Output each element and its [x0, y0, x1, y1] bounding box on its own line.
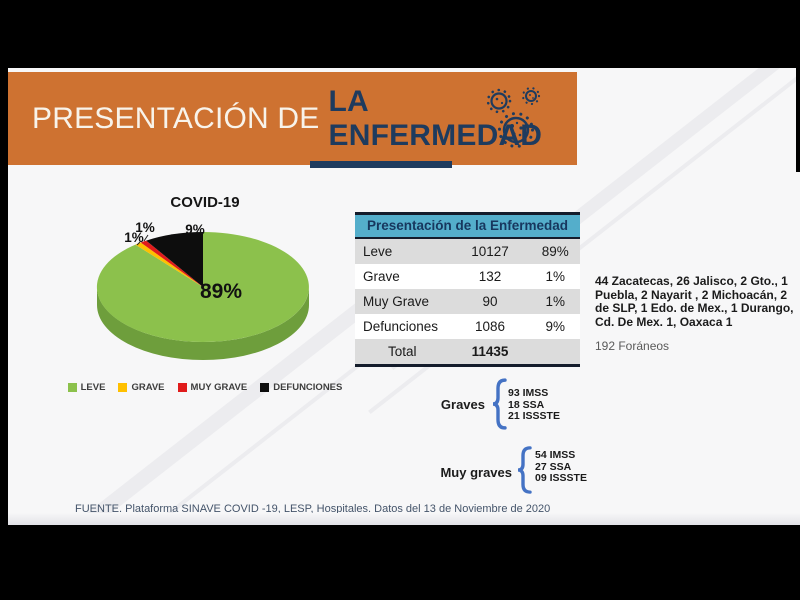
row-label: Leve — [363, 244, 393, 259]
row-label: Muy Grave — [363, 294, 430, 309]
muy-graves-bracket — [517, 446, 532, 494]
legend-swatch-defunciones — [260, 383, 270, 392]
row-label: Defunciones — [363, 319, 439, 334]
muy-graves-item: 09 ISSSTE — [535, 472, 587, 484]
legend-label-leve: LEVE — [80, 382, 106, 393]
pie-label-muy-grave: 1% — [135, 220, 155, 235]
pie-label-grave: 1% — [124, 230, 144, 245]
pie-slice-leve — [96, 232, 309, 342]
leader-line-grave — [136, 241, 141, 246]
pie-slice-grave — [135, 242, 203, 287]
slide-title-regular: PRESENTACIÓN DE — [32, 101, 320, 135]
foreign-note: 192 Foráneos — [595, 339, 670, 353]
row-label: Grave — [363, 269, 400, 284]
slide-title-bold: LA ENFERMEDAD — [328, 84, 543, 152]
graves-item: 18 SSA — [508, 398, 545, 411]
graves-item: 93 IMSS — [508, 387, 549, 399]
graves-label: Graves — [440, 397, 485, 412]
legend-label-grave: GRAVE — [131, 382, 165, 393]
pie-label-leve: 89% — [200, 280, 242, 303]
table-total-row: Total 11435 — [355, 339, 580, 364]
legend-item-grave: GRAVE — [118, 382, 165, 393]
graves-bracket — [492, 378, 507, 430]
slide-bottom-edge — [8, 513, 800, 525]
pie-chart-title: COVID-19 — [170, 194, 240, 211]
total-label: Total — [387, 344, 417, 359]
pie-slice-defunciones — [146, 232, 203, 287]
total-value: 11435 — [471, 344, 509, 359]
legend-swatch-grave — [118, 383, 128, 392]
table-row: Muy Grave 90 1% — [355, 289, 580, 314]
row-value: 132 — [478, 269, 502, 284]
row-value: 1086 — [474, 319, 506, 334]
presentation-slide: PRESENTACIÓN DE LA ENFERMEDAD COVID-19 — [8, 68, 800, 525]
pie-slice-muy-grave — [140, 240, 203, 287]
pie-legend: LEVE GRAVE MUY GRAVE DEFUNCIONES — [50, 382, 360, 393]
pie-side-wall — [97, 287, 309, 360]
virus-cluster-icon — [486, 86, 541, 148]
row-value: 10127 — [471, 244, 509, 259]
legend-item-leve: LEVE — [67, 382, 106, 393]
muy-graves-item: 54 IMSS — [535, 449, 576, 461]
pie-label-defunciones: 9% — [185, 222, 205, 237]
summary-table-title: Presentación de la Enfermedad — [355, 215, 580, 239]
muy-graves-item: 27 SSA — [535, 460, 572, 473]
legend-swatch-leve — [67, 383, 77, 392]
row-pct: 1% — [545, 294, 565, 309]
row-value: 90 — [482, 294, 498, 309]
legend-label-defunciones: DEFUNCIONES — [273, 382, 343, 393]
table-row: Defunciones 1086 9% — [355, 314, 580, 339]
muy-graves-items: 54 IMSS 27 SSA 09 ISSSTE — [535, 449, 587, 485]
row-pct: 9% — [545, 319, 565, 334]
table-row: Leve 10127 89% — [355, 239, 580, 264]
muy-graves-label: Muy graves — [440, 465, 512, 480]
summary-table: Presentación de la Enfermedad Leve 10127… — [355, 212, 580, 367]
graves-items: 93 IMSS 18 SSA 21 ISSSTE — [508, 387, 560, 423]
legend-item-defunciones: DEFUNCIONES — [260, 382, 342, 393]
total-pct — [531, 339, 581, 364]
leader-line-muy-grave — [143, 234, 149, 242]
header-bar: PRESENTACIÓN DE LA ENFERMEDAD — [8, 72, 577, 165]
legend-swatch-muy-grave — [177, 383, 187, 392]
graves-item: 21 ISSSTE — [508, 410, 560, 422]
row-pct: 1% — [545, 269, 565, 284]
video-edge-bar — [796, 68, 800, 172]
pie-chart: 89% 9% 1% 1% — [96, 220, 309, 360]
title-underline — [310, 161, 452, 168]
table-row: Grave 132 1% — [355, 264, 580, 289]
row-pct: 89% — [541, 244, 569, 259]
legend-label-muy-grave: MUY GRAVE — [190, 382, 248, 393]
states-note: 44 Zacatecas, 26 Jalisco, 2 Gto., 1 Pueb… — [595, 274, 794, 329]
legend-item-muy-grave: MUY GRAVE — [177, 382, 248, 393]
footer-source: FUENTE. Plataforma SINAVE COVID -19, LES… — [75, 503, 551, 515]
